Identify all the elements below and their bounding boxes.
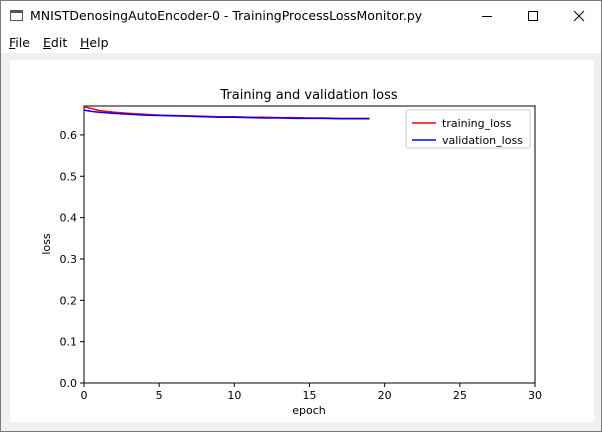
axis-ticks: 0 5 10 15 20 25 30 0.0 0.1 0.2 0.3 0.4 0.5 0.6	[60, 129, 543, 402]
menu-file[interactable]: File	[9, 35, 30, 50]
plot-canvas[interactable]: Training and validation loss 0 5 10 15 20 25 3…	[10, 60, 594, 422]
menu-edit-mnemonic: E	[43, 35, 51, 50]
legend-label-training-loss: training_loss	[442, 117, 512, 130]
x-tick-label: 5	[156, 389, 163, 402]
y-axis-label: loss	[40, 233, 53, 255]
menu-edit-label: dit	[50, 35, 68, 50]
menu-file-mnemonic: F	[9, 35, 16, 50]
x-tick-label: 10	[227, 389, 241, 402]
y-tick-label: 0.3	[60, 253, 78, 266]
menu-edit[interactable]: Edit	[43, 35, 67, 50]
close-button[interactable]	[556, 1, 602, 31]
x-tick-label: 25	[453, 389, 467, 402]
chart-title: Training and validation loss	[219, 88, 397, 103]
menu-help-label: elp	[89, 35, 109, 50]
x-axis-label: epoch	[292, 404, 326, 417]
chart-legend: training_loss validation_loss	[405, 109, 531, 149]
menu-file-label: ile	[15, 35, 30, 50]
x-tick-label: 20	[378, 389, 392, 402]
x-tick-label: 30	[528, 389, 542, 402]
maximize-icon	[528, 11, 538, 21]
app-window-icon	[10, 10, 23, 21]
title-bar[interactable]: MNISTDenosingAutoEncoder-0 - TrainingPro…	[1, 1, 601, 31]
series-lines	[83, 106, 370, 120]
series-line-validation-loss	[83, 109, 370, 120]
menu-help[interactable]: Help	[80, 35, 109, 50]
y-tick-label: 0.6	[60, 129, 78, 142]
y-tick-label: 0.4	[60, 212, 78, 225]
close-icon	[573, 10, 585, 22]
x-tick-label: 0	[81, 389, 88, 402]
legend-label-validation-loss: validation_loss	[442, 134, 523, 147]
menu-help-mnemonic: H	[80, 35, 90, 50]
window-title: MNISTDenosingAutoEncoder-0 - TrainingPro…	[30, 8, 423, 23]
loss-chart: Training and validation loss 0 5 10 15 20 25 3…	[40, 88, 543, 417]
minimize-button[interactable]	[464, 1, 510, 31]
maximize-button[interactable]	[510, 1, 556, 31]
y-tick-label: 0.0	[60, 377, 78, 390]
y-tick-label: 0.2	[60, 294, 78, 307]
x-tick-label: 15	[303, 389, 317, 402]
legend-box	[405, 109, 531, 149]
y-tick-label: 0.5	[60, 170, 78, 183]
minimize-icon	[482, 16, 492, 17]
menu-bar: File Edit Help	[1, 31, 601, 53]
y-tick-label: 0.1	[60, 336, 78, 349]
